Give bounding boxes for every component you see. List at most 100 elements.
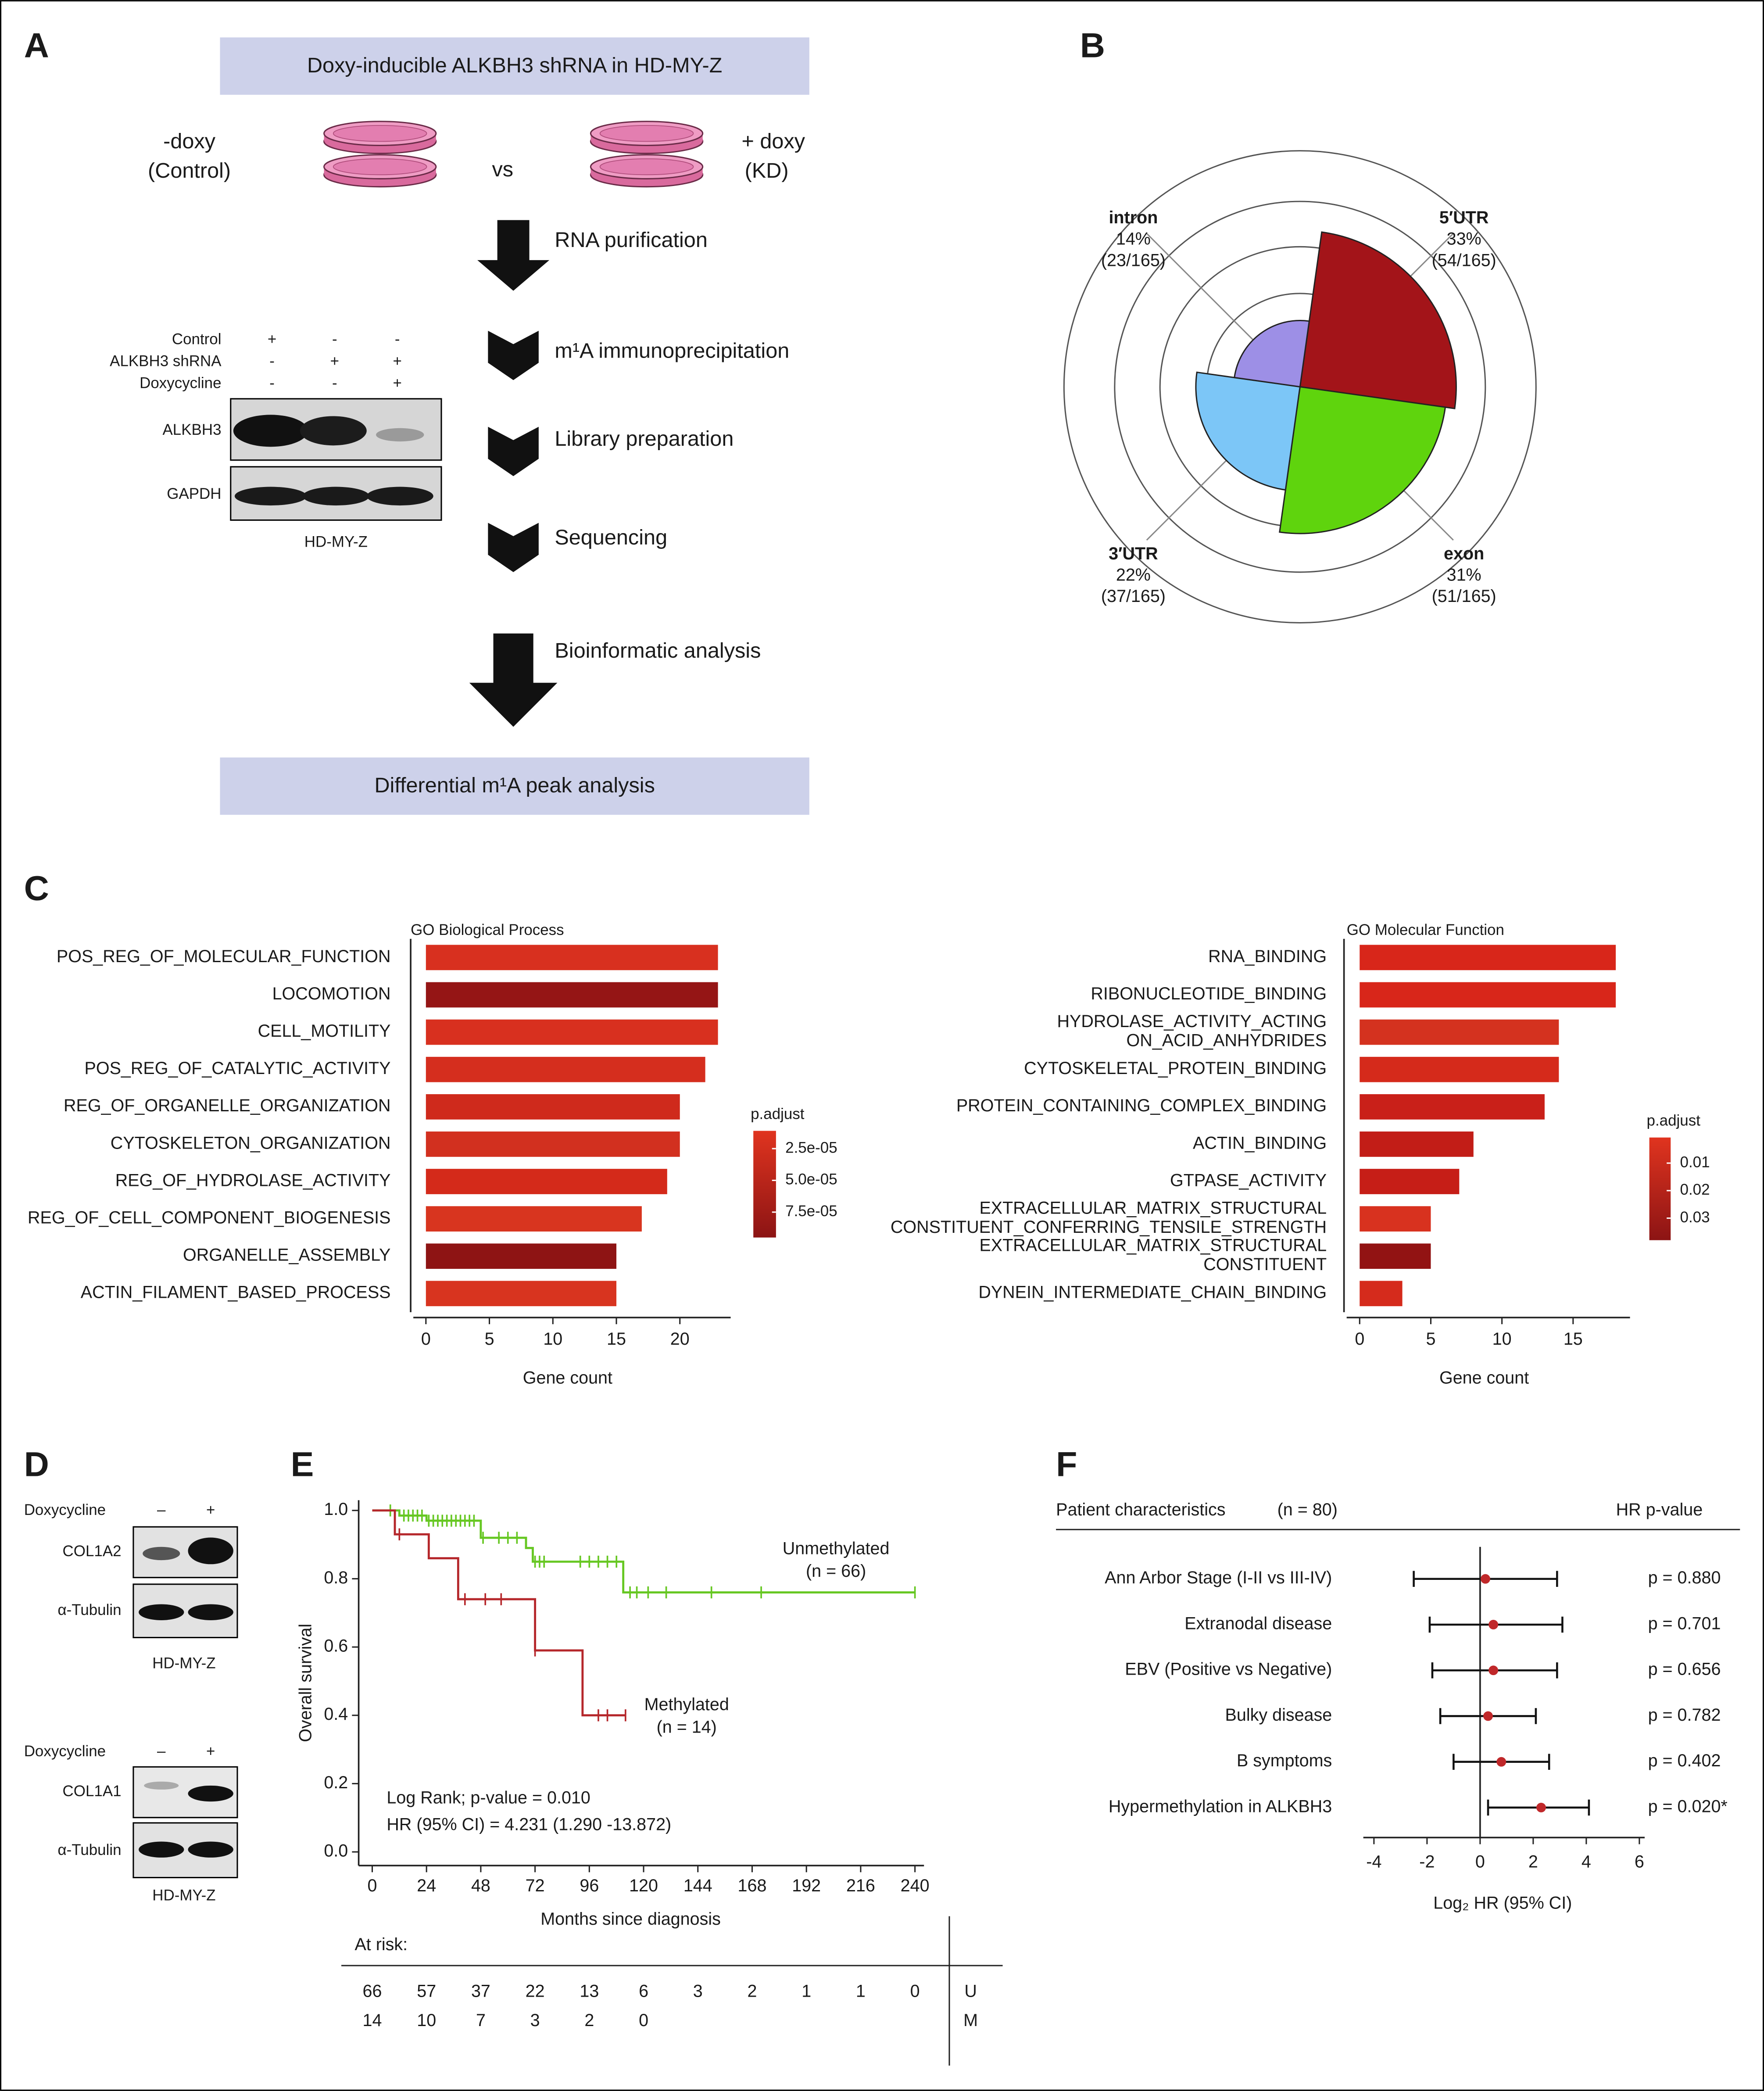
at-risk-count: 3 (530, 2011, 540, 2030)
p-value-label: p = 0.782 (1648, 1705, 1721, 1725)
bar (426, 945, 718, 970)
dish (599, 158, 694, 175)
bar (1360, 945, 1616, 970)
bar (426, 1056, 705, 1082)
ring (1114, 201, 1486, 573)
y-tick-label: 1.0 (324, 1500, 348, 1519)
category-label: ORGANELLE_ASSEMBLY (183, 1246, 390, 1265)
count-label: (23/165) (1101, 251, 1166, 270)
band-label: α-Tubulin (57, 1601, 121, 1618)
bar (1360, 1206, 1431, 1232)
category-label: POS_REG_OF_MOLECULAR_FUNCTION (57, 947, 391, 966)
category-label: EXTRACELLULAR_MATRIX_STRUCTURAL CONSTITUE… (891, 1199, 1327, 1237)
colorbar-tick-label: 2.5e-05 (785, 1139, 837, 1156)
at-risk-count: 14 (363, 2011, 382, 2030)
x-tick-label: 24 (417, 1876, 436, 1895)
category-label: REG_OF_HYDROLASE_ACTIVITY (115, 1171, 391, 1190)
colorbar-tick-label: 0.02 (1680, 1181, 1710, 1198)
sign: – (157, 1501, 166, 1518)
category-label: DYNEIN_INTERMEDIATE_CHAIN_BINDING (978, 1283, 1327, 1302)
condition-label: Doxycycline (140, 375, 221, 392)
blot-band (300, 416, 367, 446)
estimate-point (1536, 1803, 1546, 1812)
x-tick-label: 6 (1635, 1852, 1644, 1872)
category-label: CYTOSKELETON_ORGANIZATION (111, 1133, 391, 1153)
sign: - (269, 375, 275, 392)
sign: + (206, 1743, 215, 1760)
bar (1360, 1281, 1403, 1307)
y-tick-label: 0.6 (324, 1636, 348, 1656)
value-label: 33% (1447, 229, 1481, 249)
x-tick-label: 216 (846, 1876, 875, 1895)
at-risk-count: 57 (417, 1981, 436, 2001)
dish (333, 158, 427, 175)
dish (333, 125, 427, 142)
blot-band (188, 1604, 233, 1620)
count-label: (54/165) (1432, 251, 1496, 270)
estimate-point (1496, 1757, 1506, 1767)
x-tick-label: 0 (1475, 1852, 1485, 1872)
category-label: EXTRACELLULAR_MATRIX_STRUCTURAL CONSTITUE… (979, 1236, 1327, 1274)
arrow (477, 220, 550, 291)
estimate-point (1488, 1620, 1499, 1629)
colorbar-title: p.adjust (1647, 1112, 1701, 1129)
kd-label: (KD) (745, 159, 789, 183)
x-axis-label: Months since diagnosis (540, 1909, 721, 1929)
x-tick-label: 0 (368, 1876, 377, 1895)
header-box (220, 37, 809, 95)
band-label: ALKBH3 (163, 421, 222, 438)
colorbar-tick-label: 0.01 (1680, 1153, 1710, 1171)
bar (1360, 1094, 1545, 1120)
colorbar-tick-label: 5.0e-05 (785, 1171, 837, 1188)
y-axis-label: Overall survival (296, 1624, 315, 1742)
category-label: 3′UTR (1109, 544, 1158, 563)
blot-band (188, 1785, 233, 1802)
bar (1360, 1169, 1460, 1194)
estimate-point (1483, 1711, 1493, 1721)
blot-band (144, 1781, 179, 1790)
condition-label: ALKBH3 shRNA (110, 353, 222, 370)
rose-petal (1279, 386, 1446, 534)
at-risk-count: 0 (639, 2011, 648, 2030)
category-label: RIBONUCLEOTIDE_BINDING (1091, 984, 1327, 1003)
category-label: EBV (Positive vs Negative) (1125, 1660, 1332, 1679)
x-tick-label: -2 (1419, 1852, 1435, 1872)
category-label: Extranodal disease (1184, 1614, 1332, 1633)
blot-band (188, 1537, 233, 1565)
p-value-label: p = 0.880 (1648, 1568, 1721, 1587)
blot-band (233, 415, 308, 447)
blot-band (143, 1547, 180, 1561)
at-risk-count: 2 (584, 2011, 594, 2030)
chart-title: GO Molecular Function (1347, 921, 1504, 938)
category-label: exon (1444, 544, 1484, 563)
band-label: COL1A1 (63, 1783, 122, 1800)
at-risk-title: At risk: (354, 1935, 408, 1954)
sign: + (206, 1501, 215, 1518)
treatment-label: Doxycycline (24, 1743, 106, 1760)
bar (426, 1169, 667, 1194)
category-label: intron (1109, 208, 1158, 227)
count-label: (37/165) (1101, 587, 1166, 606)
treatment-label: Doxycycline (24, 1501, 106, 1518)
annotation: Log Rank; p-value = 0.010 (386, 1788, 590, 1808)
rose-petal (1234, 320, 1310, 388)
panel-label: E (291, 1444, 314, 1483)
category-label: Bulky disease (1225, 1705, 1332, 1725)
arrow (488, 330, 539, 380)
step-label: Library preparation (555, 427, 734, 451)
blot-band (139, 1841, 184, 1858)
sign: - (395, 330, 400, 347)
x-axis-label: Log₂ HR (95% CI) (1433, 1894, 1572, 1913)
dish (599, 125, 694, 142)
ring (1063, 150, 1537, 624)
p-value-label: p = 0.656 (1648, 1660, 1721, 1679)
estimate-point (1488, 1665, 1499, 1676)
chart-title: GO Biological Process (411, 921, 564, 938)
at-risk-count: 6 (639, 1981, 648, 2001)
x-tick-label: 168 (738, 1876, 767, 1895)
band-label: COL1A2 (63, 1543, 122, 1560)
count-label: (51/165) (1432, 587, 1496, 606)
bar (426, 982, 718, 1008)
sign: + (393, 375, 402, 392)
